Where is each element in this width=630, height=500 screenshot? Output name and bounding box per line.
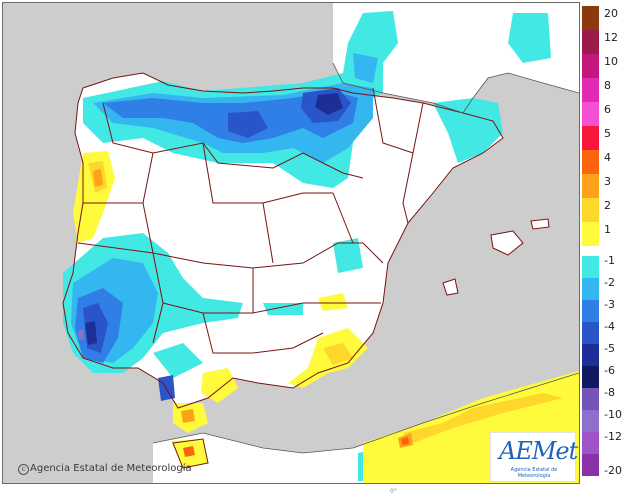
logo-text: AEMet bbox=[499, 437, 578, 465]
swatch-m12 bbox=[582, 432, 599, 454]
swatch-m4 bbox=[582, 322, 599, 344]
legend-label-10: 10 bbox=[604, 55, 618, 68]
legend-label-m10: -10 bbox=[604, 408, 622, 421]
legend-label-4: 4 bbox=[604, 151, 611, 164]
coastlines bbox=[152, 62, 579, 454]
legend-label-m1: -1 bbox=[604, 254, 615, 267]
map-svg bbox=[3, 3, 579, 483]
legend-label-20: 20 bbox=[604, 7, 618, 20]
swatch-2 bbox=[582, 198, 599, 222]
swatch-m10 bbox=[582, 410, 599, 432]
swatch-10 bbox=[582, 54, 599, 78]
legend-label-8: 8 bbox=[604, 79, 611, 92]
legend-label-m6: -6 bbox=[604, 364, 615, 377]
swatch-3 bbox=[582, 174, 599, 198]
swatch-5 bbox=[582, 126, 599, 150]
legend-label-3: 3 bbox=[604, 175, 611, 188]
copyright-icon: c bbox=[18, 464, 29, 475]
legend-label-5: 5 bbox=[604, 127, 611, 140]
ibiza bbox=[443, 279, 458, 295]
legend-label-m12: -12 bbox=[604, 430, 622, 443]
swatch-6 bbox=[582, 102, 599, 126]
swatch-neutral bbox=[582, 246, 599, 256]
swatch-m6 bbox=[582, 366, 599, 388]
swatch-20 bbox=[582, 6, 599, 30]
swatch-12 bbox=[582, 30, 599, 54]
swatch-m5 bbox=[582, 344, 599, 366]
legend-label-2: 2 bbox=[604, 199, 611, 212]
swatch-8 bbox=[582, 78, 599, 102]
swatch-4 bbox=[582, 150, 599, 174]
logo-subtitle: Agencia Estatal de Meteorología bbox=[510, 467, 558, 479]
anomaly-minus5 bbox=[85, 93, 343, 345]
color-legend: 20 12 10 8 6 5 4 3 2 1 -1 -2 -3 -4 -5 -6… bbox=[582, 6, 630, 480]
menorca bbox=[531, 219, 549, 229]
region-borders bbox=[62, 72, 550, 469]
legend-label-12: 12 bbox=[604, 31, 618, 44]
legend-label-1: 1 bbox=[604, 223, 611, 236]
swatch-m2 bbox=[582, 278, 599, 300]
swatch-m20 bbox=[582, 454, 599, 476]
legend-label-m2: -2 bbox=[604, 276, 615, 289]
anomaly-minus10 bbox=[78, 329, 84, 340]
anomaly-map bbox=[2, 2, 580, 484]
swatch-1 bbox=[582, 222, 599, 246]
anomaly-plus4 bbox=[183, 437, 409, 457]
legend-label-m5: -5 bbox=[604, 342, 615, 355]
aemet-logo: AEMet Agencia Estatal de Meteorología bbox=[490, 432, 578, 482]
legend-label-6: 6 bbox=[604, 103, 611, 116]
legend-label-m4: -4 bbox=[604, 320, 615, 333]
swatch-m8 bbox=[582, 388, 599, 410]
small-map-label: 0° bbox=[390, 488, 397, 495]
swatch-m1 bbox=[582, 256, 599, 278]
map-credit: Agencia Estatal de Meteorología bbox=[30, 463, 192, 474]
swatch-m3 bbox=[582, 300, 599, 322]
legend-label-m20: -20 bbox=[604, 464, 622, 477]
legend-label-m3: -3 bbox=[604, 298, 615, 311]
legend-label-m8: -8 bbox=[604, 386, 615, 399]
